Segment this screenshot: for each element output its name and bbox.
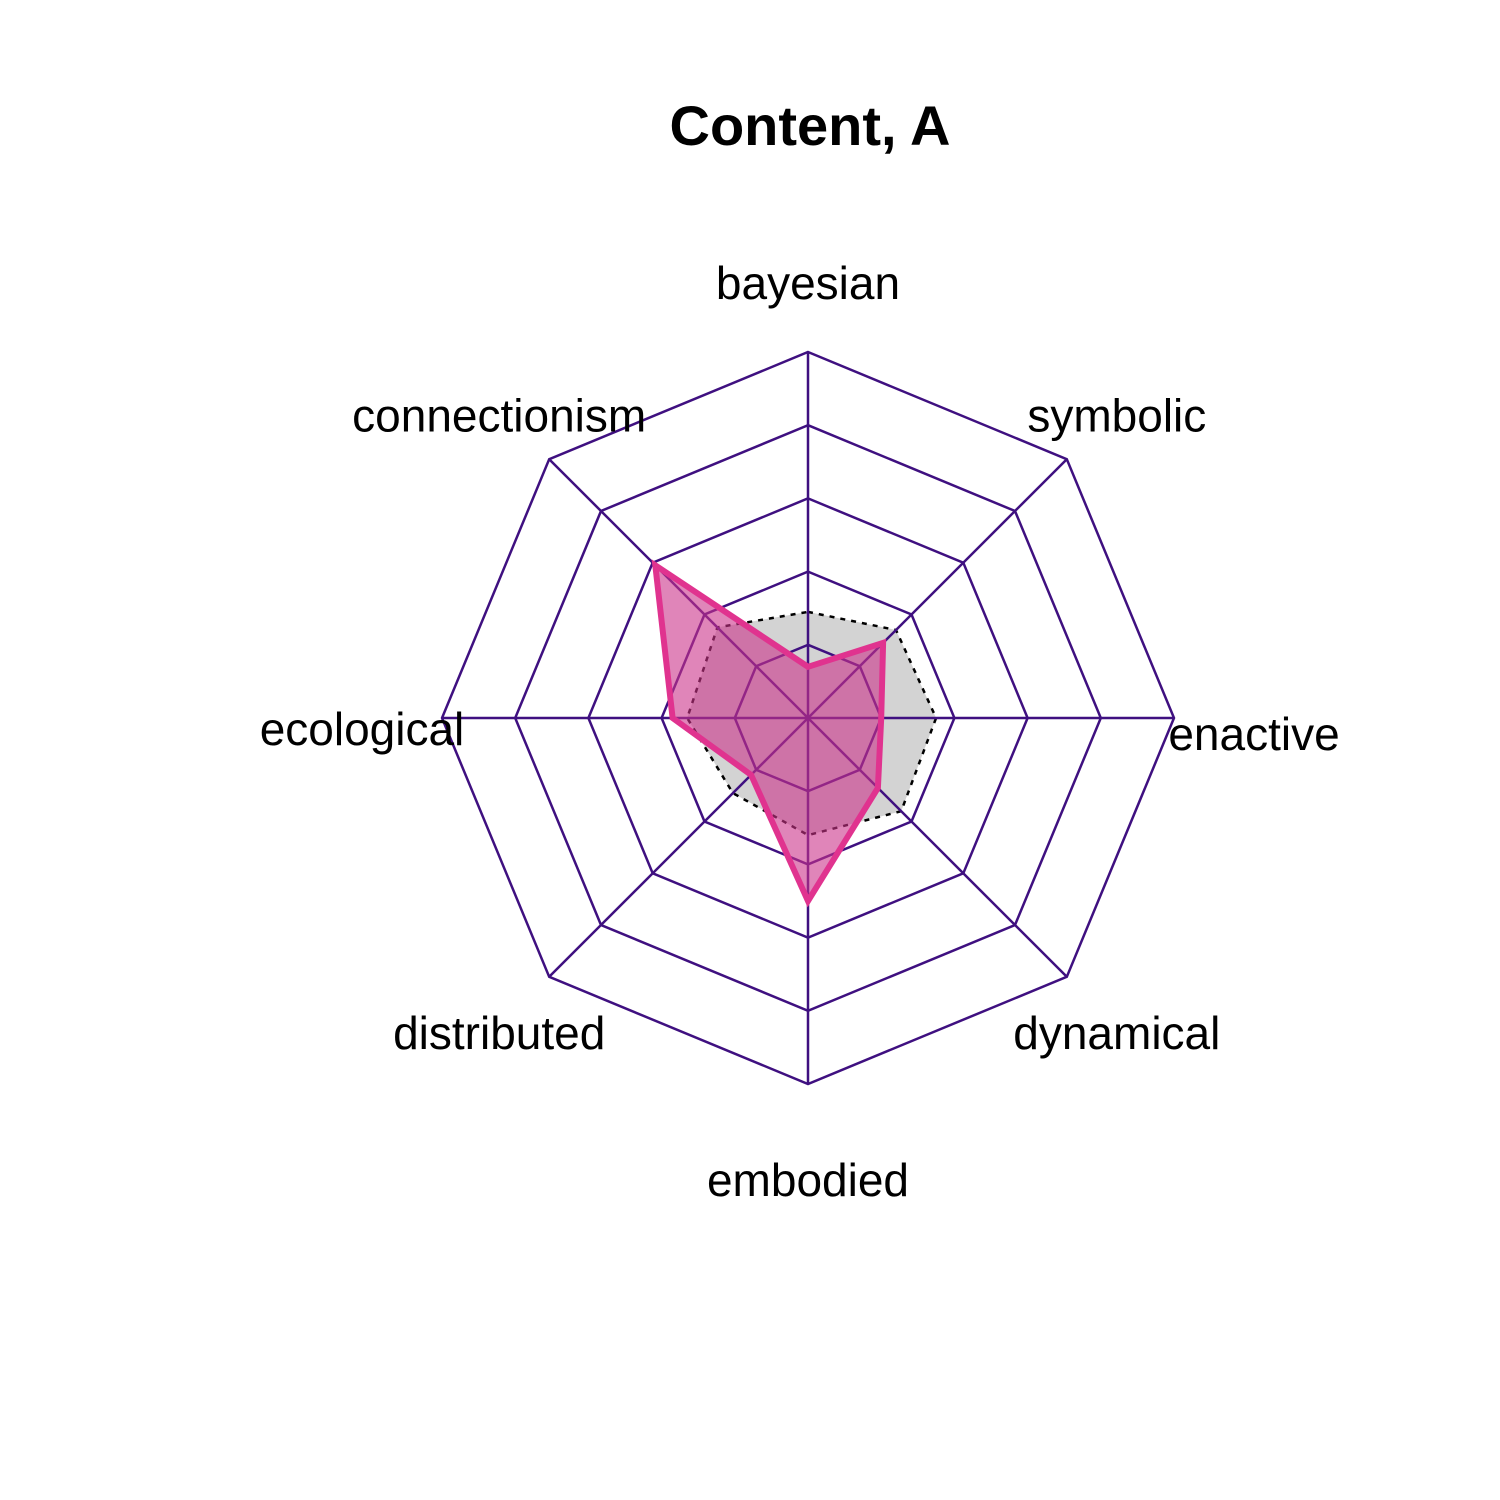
axis-label-symbolic: symbolic <box>1027 389 1206 441</box>
axis-label-distributed: distributed <box>393 1007 605 1059</box>
axis-label-embodied: embodied <box>707 1154 909 1206</box>
axis-label-ecological: ecological <box>260 703 465 755</box>
chart-title: Content, A <box>670 94 951 157</box>
series-main-area <box>655 565 883 901</box>
axis-label-enactive: enactive <box>1168 708 1339 760</box>
top-series-layer <box>655 565 883 901</box>
axis-label-dynamical: dynamical <box>1013 1007 1220 1059</box>
axis-label-bayesian: bayesian <box>716 257 900 309</box>
axis-label-connectionism: connectionism <box>352 389 646 441</box>
